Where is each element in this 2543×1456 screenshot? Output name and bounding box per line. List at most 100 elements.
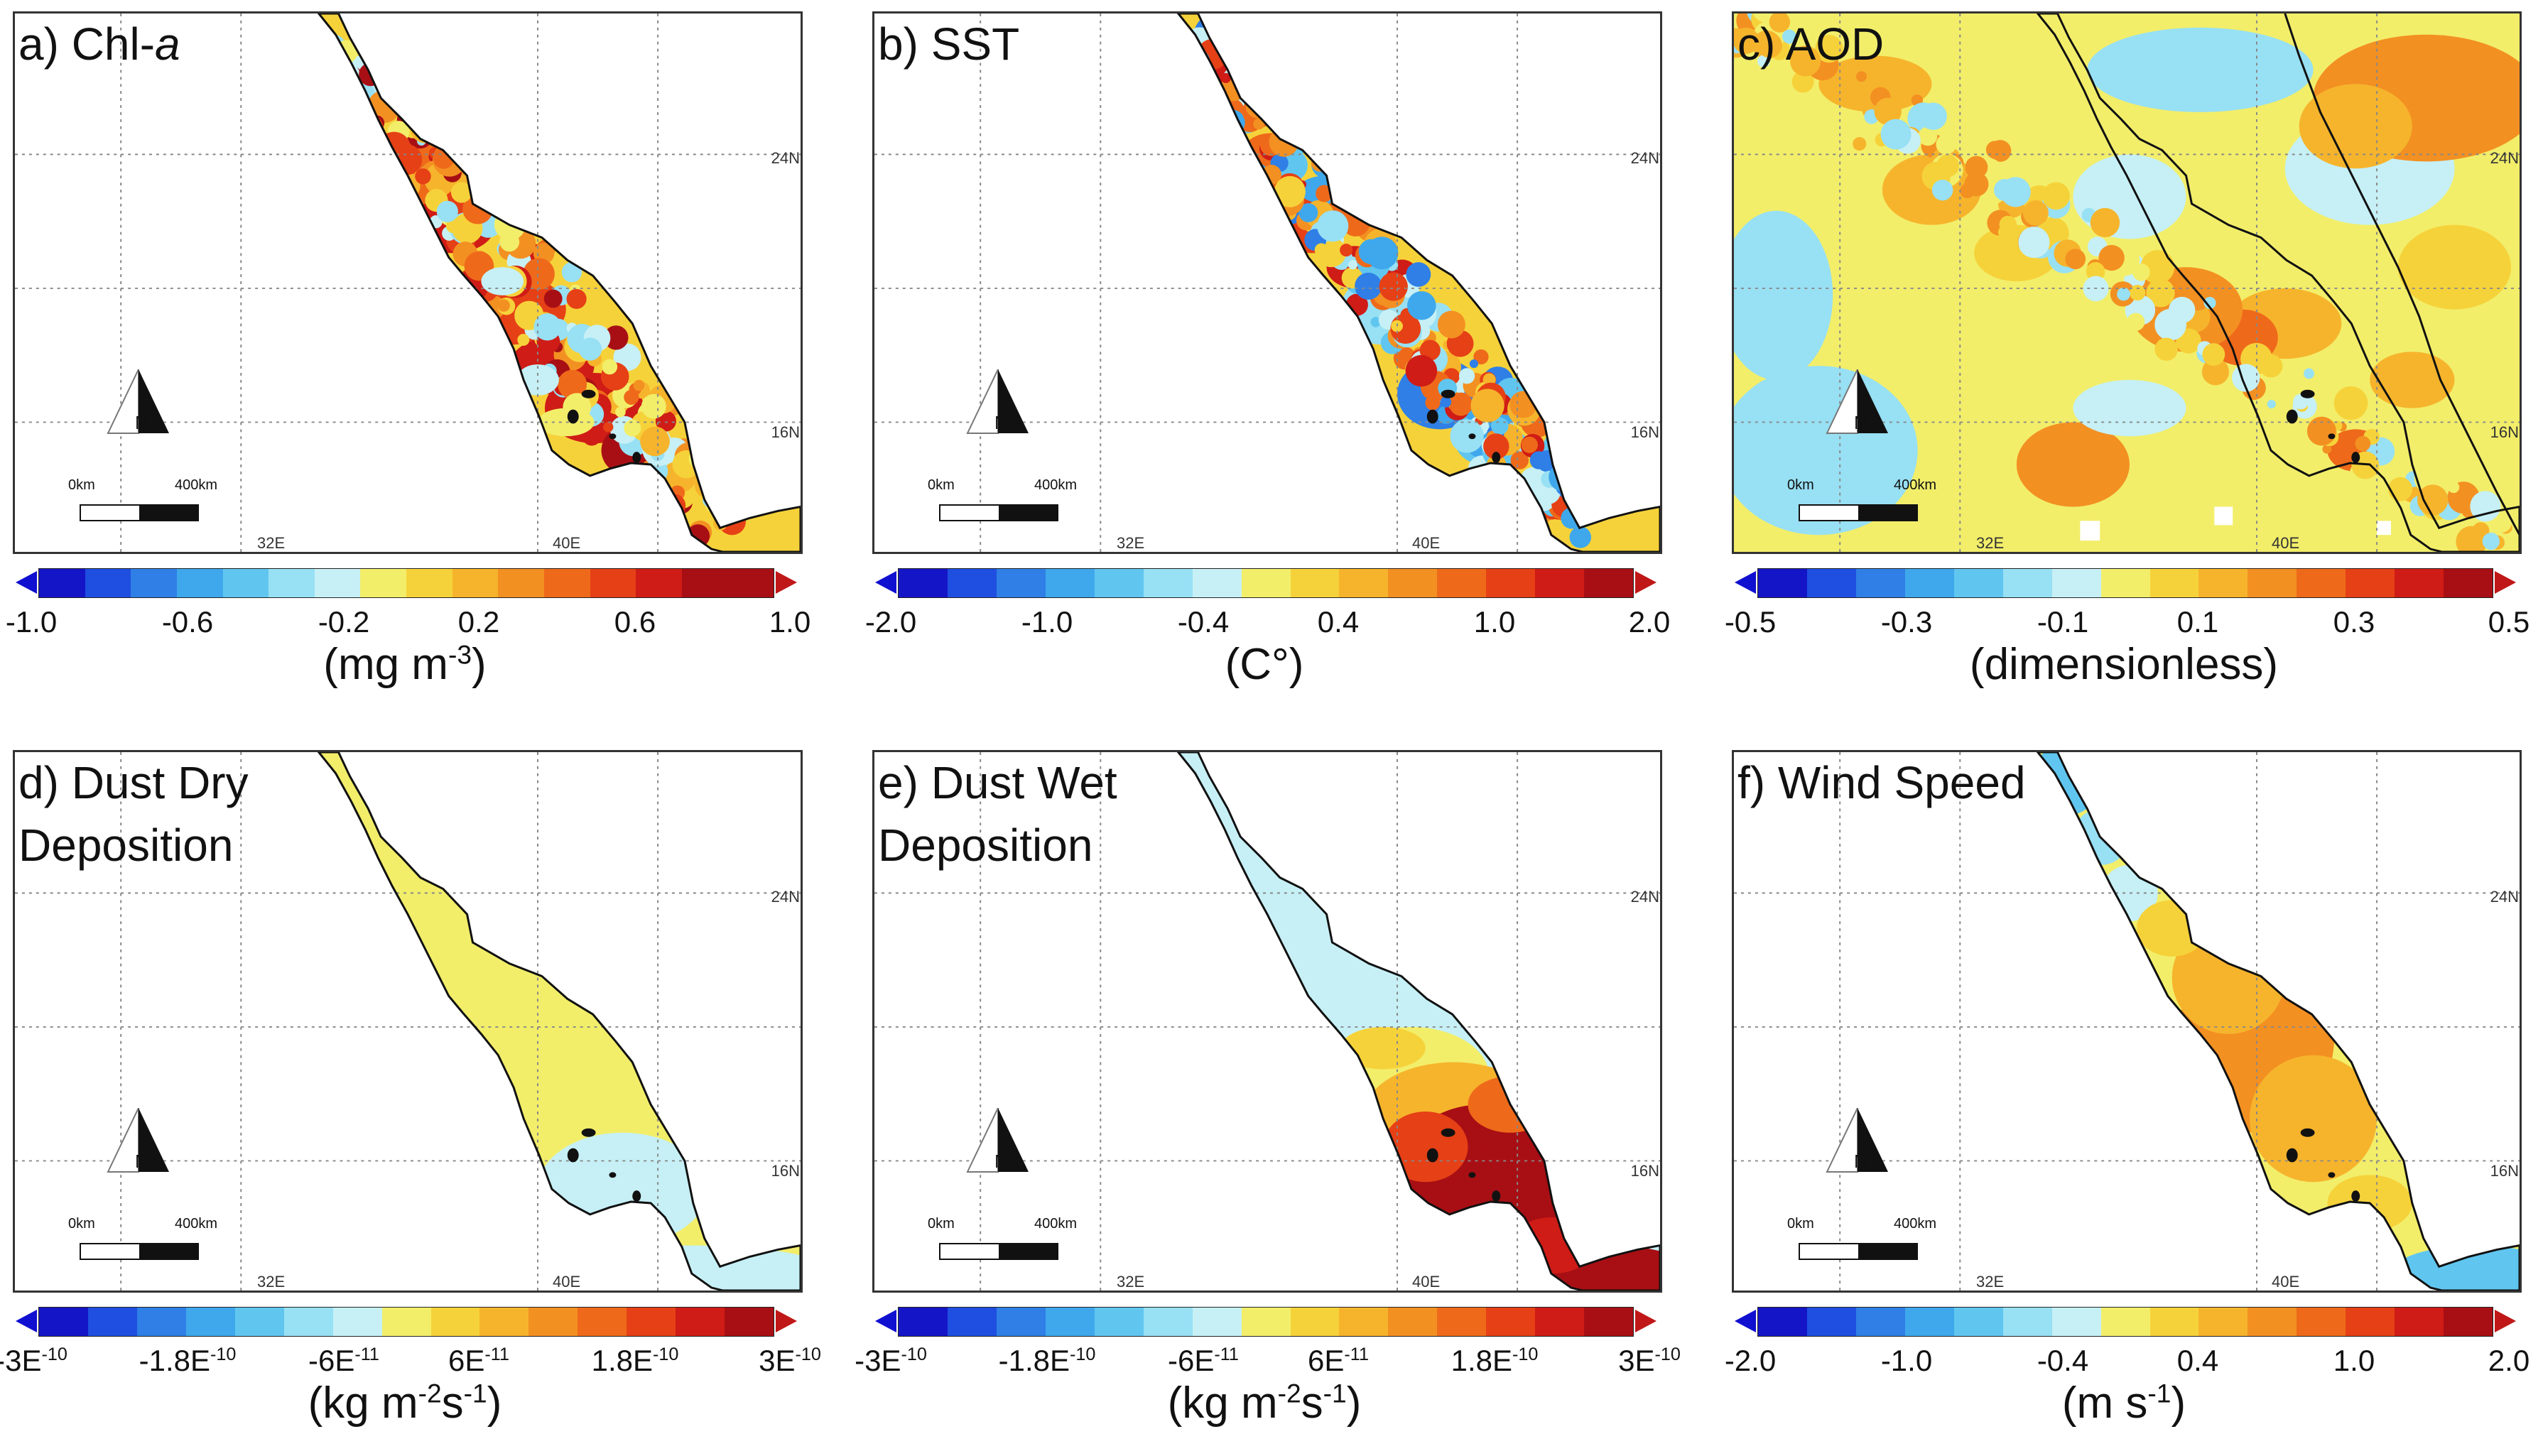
island [1492, 1190, 1501, 1202]
north-label: N [135, 1151, 148, 1172]
field-patch [414, 109, 423, 119]
coastline [317, 752, 801, 1291]
colorbar-segment [1094, 569, 1144, 597]
label-lon-40e: 40E [2272, 1273, 2300, 1291]
north-label: N [994, 412, 1008, 433]
field-patch [704, 489, 730, 515]
scale-bar-graphic [1799, 1243, 1918, 1260]
field-patch [436, 200, 458, 222]
colorbar-segment [2149, 1308, 2199, 1336]
colorbar-segment [185, 1308, 235, 1336]
field-patch [1264, 104, 1284, 123]
label-lat-16n: 16N [771, 1162, 800, 1180]
panel-dust-wet-deposition: e) Dust Wet Deposition 24N 16N 32E 40E N 0km 400… [855, 739, 1681, 1456]
map-canvas [874, 752, 1660, 1291]
field-patch [2304, 368, 2314, 379]
colorbar-tick-label: -0.4 [2037, 1344, 2089, 1377]
field-patch [1757, 55, 1770, 67]
field-patch [2448, 481, 2460, 494]
field-patch [627, 487, 660, 520]
field-patch [2018, 227, 2050, 259]
label-lon-32e: 32E [257, 534, 286, 552]
field-patch [707, 487, 720, 498]
field-layer [318, 13, 801, 552]
north-arrow-icon: N [1826, 1108, 1888, 1173]
field-patch [1288, 129, 1303, 143]
field-patch [1190, 89, 1219, 119]
field-patch [641, 393, 666, 419]
colorbar-segment [222, 569, 269, 597]
colorbar-extend-low [875, 1310, 896, 1332]
field-layer [1178, 13, 1660, 552]
field-layer [2037, 752, 2520, 1291]
colorbar-segment [1486, 569, 1536, 597]
field-patch [1233, 50, 1264, 82]
colorbar-extend-high [1635, 1310, 1657, 1332]
colorbar-extend-low [875, 571, 896, 594]
map-frame [13, 750, 803, 1293]
colorbar-segment [87, 1308, 137, 1336]
label-lon-32e: 32E [1976, 1273, 2005, 1291]
colorbar-segment [1806, 1308, 1856, 1336]
colorbar-segment [1241, 1308, 1291, 1336]
colorbar-segment [2051, 569, 2101, 597]
map-frame [1732, 750, 2522, 1293]
panel-title-line: f) Wind Speed [1737, 757, 2026, 808]
field-patch [2037, 752, 2102, 816]
field-patch [2127, 313, 2145, 331]
field-patch [631, 477, 658, 504]
field-patch [646, 482, 658, 494]
colorbar-segment [2198, 569, 2248, 597]
field-patch [1919, 102, 1947, 131]
field-patch [1379, 272, 1408, 301]
field-patch [477, 173, 491, 187]
north-arrow-icon: N [107, 1108, 169, 1173]
colorbar-segment [1290, 569, 1340, 597]
colorbar-tick-label: 1.8E-10 [591, 1344, 679, 1377]
north-label: N [135, 412, 148, 433]
colorbar [875, 568, 1657, 598]
panel-chl-a: a) Chl-a 24N 16N 32E 40E N 0km 400km -1.0 -0.6 -0.… [0, 0, 810, 717]
label-lat-16n: 16N [771, 423, 800, 441]
field-patch [1253, 118, 1265, 130]
field-patch [1880, 119, 1912, 150]
north-arrow-icon: N [966, 369, 1029, 434]
colorbar-segment [590, 569, 636, 597]
scale-bar: 0km 400km [1787, 1216, 1958, 1266]
colorbar-segment [1855, 569, 1905, 597]
map-canvas [874, 13, 1660, 552]
field-patch [1407, 291, 1436, 320]
label-lat-16n: 16N [2490, 423, 2519, 441]
field-patch [1340, 1026, 1426, 1070]
field-patch [1269, 95, 1281, 107]
field-patch [2203, 296, 2216, 310]
colorbar-tick-label: 2.0 [1628, 605, 1671, 639]
colorbar-segment [996, 1308, 1046, 1336]
colorbar-tick-label: 6E-11 [1308, 1344, 1369, 1377]
colorbar-tick-label: -2.0 [864, 605, 917, 639]
graticule [874, 752, 1660, 1291]
field-patch [2136, 900, 2208, 957]
field-patch [1506, 492, 1515, 502]
field-patch [422, 128, 434, 140]
colorbar-segment [1045, 1308, 1095, 1336]
scale-label-400km: 400km [1034, 477, 1078, 493]
field-patch [1965, 156, 1988, 179]
scale-label-0km: 0km [68, 1216, 95, 1232]
colorbar-unit-label: (dimensionless) [1969, 640, 2279, 689]
field-patch [1853, 137, 1867, 151]
colorbar-segment [1241, 569, 1291, 597]
colorbar-segment [452, 569, 499, 597]
colorbar-segment [1388, 569, 1438, 597]
colorbar-ticks: -3E-10 -1.8E-10 -6E-11 6E-11 1.8E-10 3E-10 [0, 1344, 821, 1386]
field-patch [1450, 419, 1484, 453]
colorbar-segment [2100, 569, 2150, 597]
colorbar-segment [2248, 1308, 2297, 1336]
field-patch [1782, 29, 1796, 44]
scale-bar: 0km 400km [928, 477, 1098, 527]
field-patch [329, 76, 358, 105]
colorbar-segment [578, 1308, 627, 1336]
field-patch [1985, 141, 2005, 159]
island [2328, 1172, 2336, 1178]
colorbar-segment [2297, 569, 2346, 597]
